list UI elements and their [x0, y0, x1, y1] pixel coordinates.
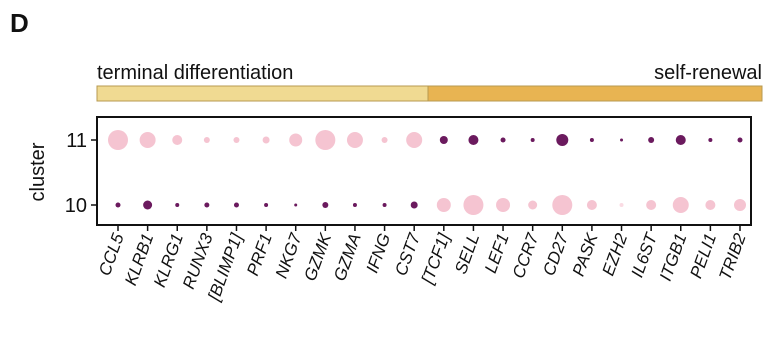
dot — [463, 195, 484, 215]
panel-label: D — [10, 8, 29, 38]
dot — [382, 203, 387, 207]
dot — [289, 133, 303, 147]
x-tick-label: TRIB2 — [715, 230, 750, 282]
group-bar — [96, 85, 429, 102]
dot — [115, 202, 121, 208]
dot — [530, 138, 535, 142]
dot — [381, 137, 388, 143]
dot — [672, 197, 689, 213]
dot — [619, 203, 624, 207]
dot — [552, 195, 573, 215]
x-tick-label: CCL5 — [95, 230, 128, 278]
dot — [108, 130, 128, 150]
dot — [346, 132, 363, 148]
group-label: terminal differentiation — [97, 62, 293, 84]
group-bar — [427, 85, 763, 102]
dot — [233, 202, 239, 208]
x-tick-label: CCR7 — [509, 230, 543, 281]
dot — [734, 199, 746, 211]
dot — [406, 132, 423, 148]
dot — [203, 137, 210, 143]
dot — [294, 203, 298, 207]
plot-frame — [96, 116, 752, 226]
dot — [410, 201, 418, 209]
dot — [139, 132, 156, 148]
x-tick-label: NKG7 — [272, 230, 306, 281]
x-tick-label: PELI1 — [686, 231, 720, 281]
x-tick-label: EZH2 — [599, 230, 632, 278]
group-label: self-renewal — [654, 62, 762, 84]
dot — [589, 138, 594, 142]
dot — [262, 136, 270, 144]
dot — [204, 202, 210, 208]
y-axis-label: cluster — [27, 142, 49, 201]
x-tick-label: LEF1 — [481, 231, 513, 276]
dot — [528, 200, 538, 210]
dot — [586, 200, 597, 210]
dot — [468, 135, 479, 145]
x-tick-label: ITGB1 — [656, 231, 691, 284]
dot — [322, 202, 329, 208]
dot — [264, 203, 269, 207]
y-tick-label: 11 — [66, 130, 87, 152]
dot — [172, 135, 183, 145]
dot — [620, 138, 624, 142]
dot — [556, 134, 569, 146]
dot — [315, 130, 336, 150]
dot — [496, 198, 511, 212]
x-tick-label: IFNG — [363, 231, 395, 276]
dot — [352, 203, 357, 207]
x-tick-label: PRF1 — [243, 231, 276, 278]
x-tick-label: PASK — [569, 230, 602, 279]
dot — [705, 200, 716, 210]
dot — [439, 136, 448, 144]
x-tick-label: CST7 — [391, 230, 424, 278]
x-tick-label: CD27 — [539, 230, 572, 278]
dot — [648, 137, 655, 143]
dot — [646, 200, 657, 210]
x-tick-label: IL6ST — [628, 229, 662, 280]
dot — [233, 137, 240, 143]
dot — [500, 137, 506, 143]
x-tick-label: SELL — [451, 231, 483, 277]
dot — [175, 203, 180, 207]
dot — [143, 200, 153, 210]
x-tick-label: GZMA — [330, 231, 365, 284]
y-tick-label: 10 — [65, 195, 87, 217]
dot — [737, 137, 743, 143]
dot — [675, 135, 686, 145]
dot — [708, 138, 713, 142]
dot — [436, 198, 451, 212]
